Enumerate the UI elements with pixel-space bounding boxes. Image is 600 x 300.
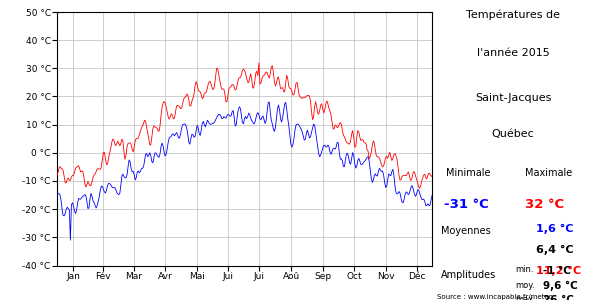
Text: Températures de: Températures de [466,9,560,20]
Text: moy.: moy. [515,280,535,290]
Text: min.: min. [515,266,533,274]
Text: Minimale: Minimale [446,168,490,178]
Text: 9,6 °C: 9,6 °C [543,280,578,291]
Text: 6,4 °C: 6,4 °C [536,244,574,255]
Text: -1 °C: -1 °C [543,266,571,275]
Text: 26 °C: 26 °C [543,295,574,300]
Text: 11,2 °C: 11,2 °C [536,266,581,276]
Text: Québec: Québec [491,129,535,139]
Text: max.: max. [515,295,536,300]
Text: 1,6 °C: 1,6 °C [536,224,574,234]
Text: Maximale: Maximale [525,168,572,178]
Text: 32 °C: 32 °C [525,198,564,211]
Text: l'année 2015: l'année 2015 [476,48,550,58]
Text: Moyennes: Moyennes [441,226,491,236]
Text: Source : www.incapable.fr/meteo: Source : www.incapable.fr/meteo [437,294,553,300]
Text: Amplitudes: Amplitudes [441,270,496,280]
Text: Saint-Jacques: Saint-Jacques [475,93,551,103]
Text: -31 °C: -31 °C [444,198,489,211]
